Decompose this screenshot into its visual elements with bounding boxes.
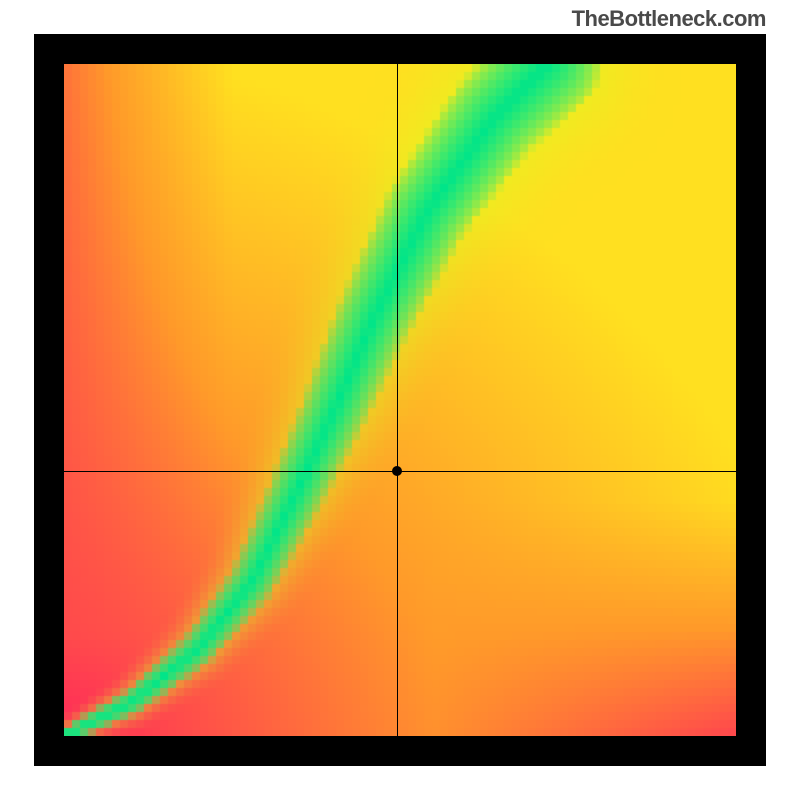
crosshair-vertical	[397, 64, 398, 736]
chart-container: TheBottleneck.com	[0, 0, 800, 800]
watermark-text: TheBottleneck.com	[572, 6, 766, 32]
chart-frame	[34, 34, 766, 766]
heatmap-canvas	[64, 64, 736, 736]
crosshair-dot	[392, 466, 402, 476]
